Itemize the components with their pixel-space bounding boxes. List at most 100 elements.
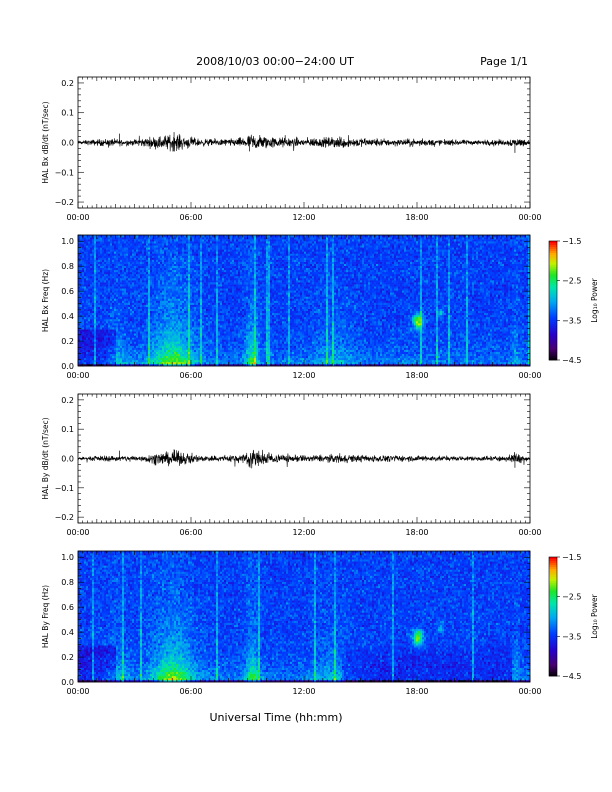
spectrogram-cell <box>108 319 110 321</box>
spectrogram-cell <box>126 309 128 311</box>
spectrogram-cell <box>98 282 100 284</box>
spectrogram-cell <box>124 305 126 307</box>
spectrogram-cell <box>104 284 106 286</box>
spectrogram-cell <box>94 356 96 358</box>
spectrogram-cell <box>102 327 104 329</box>
spectrogram-cell <box>88 356 90 358</box>
spectrogram-cell <box>122 321 124 323</box>
spectrogram-cell <box>120 255 122 257</box>
spectrogram-cell <box>100 341 102 343</box>
spectrogram-cell <box>122 303 124 305</box>
spectrogram-cell <box>120 358 122 360</box>
spectrogram-cell <box>128 335 130 337</box>
spectrogram-cell <box>84 292 86 294</box>
spectrogram-cell <box>120 243 122 245</box>
spectrogram-cell <box>112 239 114 241</box>
spectrogram-cell <box>96 247 98 249</box>
spectrogram-cell <box>102 237 104 239</box>
spectrogram-cell <box>92 296 94 298</box>
spectrogram-cell <box>90 284 92 286</box>
spectrogram-cell <box>82 327 84 329</box>
spectrogram-cell <box>90 266 92 268</box>
y-axis-title: HAL Bx dB/dt (nT/sec) <box>41 101 50 183</box>
spectrogram-cell <box>82 296 84 298</box>
spectrogram-cell <box>122 268 124 270</box>
spectrogram-cell <box>120 288 122 290</box>
spectrogram-cell <box>110 360 112 362</box>
spectrogram-cell <box>94 274 96 276</box>
spectrogram-cell <box>108 253 110 255</box>
spectrogram-cell <box>84 317 86 319</box>
spectrogram-cell <box>100 305 102 307</box>
spectrogram-cell <box>106 255 108 257</box>
spectrogram-cell <box>110 274 112 276</box>
spectrogram-cell <box>94 350 96 352</box>
spectrogram-cell <box>104 282 106 284</box>
spectrogram-cell <box>114 272 116 274</box>
spectrogram-cell <box>82 313 84 315</box>
spectrogram-cell <box>116 339 118 341</box>
spectrogram-cell <box>102 358 104 360</box>
spectrogram-cell <box>116 251 118 253</box>
spectrogram-cell <box>112 343 114 345</box>
spectrogram-cell <box>96 317 98 319</box>
spectrogram-cell <box>122 350 124 352</box>
spectrogram-cell <box>80 333 82 335</box>
spectrogram-cell <box>124 294 126 296</box>
spectrogram-cell <box>108 358 110 360</box>
spectrogram-cell <box>108 317 110 319</box>
spectrogram-cell <box>126 348 128 350</box>
spectrogram-cell <box>98 311 100 313</box>
spectrogram-cell <box>110 343 112 345</box>
spectrogram-cell <box>118 251 120 253</box>
spectrogram-cell <box>120 292 122 294</box>
spectrogram-cell <box>110 278 112 280</box>
spectrogram-cell <box>106 278 108 280</box>
spectrogram-cell <box>128 360 130 362</box>
spectrogram-cell <box>110 243 112 245</box>
spectrogram-cell <box>82 270 84 272</box>
spectrogram-cell <box>106 296 108 298</box>
spectrogram-cell <box>102 268 104 270</box>
spectrogram-cell <box>92 307 94 309</box>
spectrogram-cell <box>108 298 110 300</box>
spectrogram-cell <box>128 247 130 249</box>
spectrogram-cell <box>92 327 94 329</box>
spectrogram-cell <box>96 354 98 356</box>
spectrogram-cell <box>106 331 108 333</box>
spectrogram-cell <box>128 270 130 272</box>
spectrogram-cell <box>86 348 88 350</box>
spectrogram-cell <box>84 307 86 309</box>
spectrogram-cell <box>104 272 106 274</box>
spectrogram-cell <box>128 325 130 327</box>
spectrogram-cell <box>112 303 114 305</box>
spectrogram-cell <box>102 243 104 245</box>
spectrogram-cell <box>110 292 112 294</box>
spectrogram-cell <box>124 247 126 249</box>
spectrogram-cell <box>104 358 106 360</box>
spectrogram-cell <box>90 307 92 309</box>
spectrogram-cell <box>88 296 90 298</box>
spectrogram-cell <box>94 249 96 251</box>
spectrogram-cell <box>124 296 126 298</box>
spectrogram-cell <box>86 272 88 274</box>
spectrogram-cell <box>94 245 96 247</box>
spectrogram-cell <box>104 274 106 276</box>
spectrogram-cell <box>82 255 84 257</box>
spectrogram-cell <box>96 278 98 280</box>
spectrogram-cell <box>120 339 122 341</box>
spectrogram-cell <box>82 292 84 294</box>
spectrogram-cell <box>102 352 104 354</box>
spectrogram-cell <box>92 339 94 341</box>
spectrogram-cell <box>86 278 88 280</box>
spectrogram-cell <box>98 260 100 262</box>
spectrogram-cell <box>118 337 120 339</box>
spectrogram-cell <box>88 335 90 337</box>
spectrogram-cell <box>98 249 100 251</box>
spectrogram-cell <box>84 327 86 329</box>
spectrogram-cell <box>106 298 108 300</box>
spectrogram-cell <box>102 360 104 362</box>
spectrogram-cell <box>128 311 130 313</box>
spectrogram-cell <box>92 247 94 249</box>
spectrogram-cell <box>122 266 124 268</box>
